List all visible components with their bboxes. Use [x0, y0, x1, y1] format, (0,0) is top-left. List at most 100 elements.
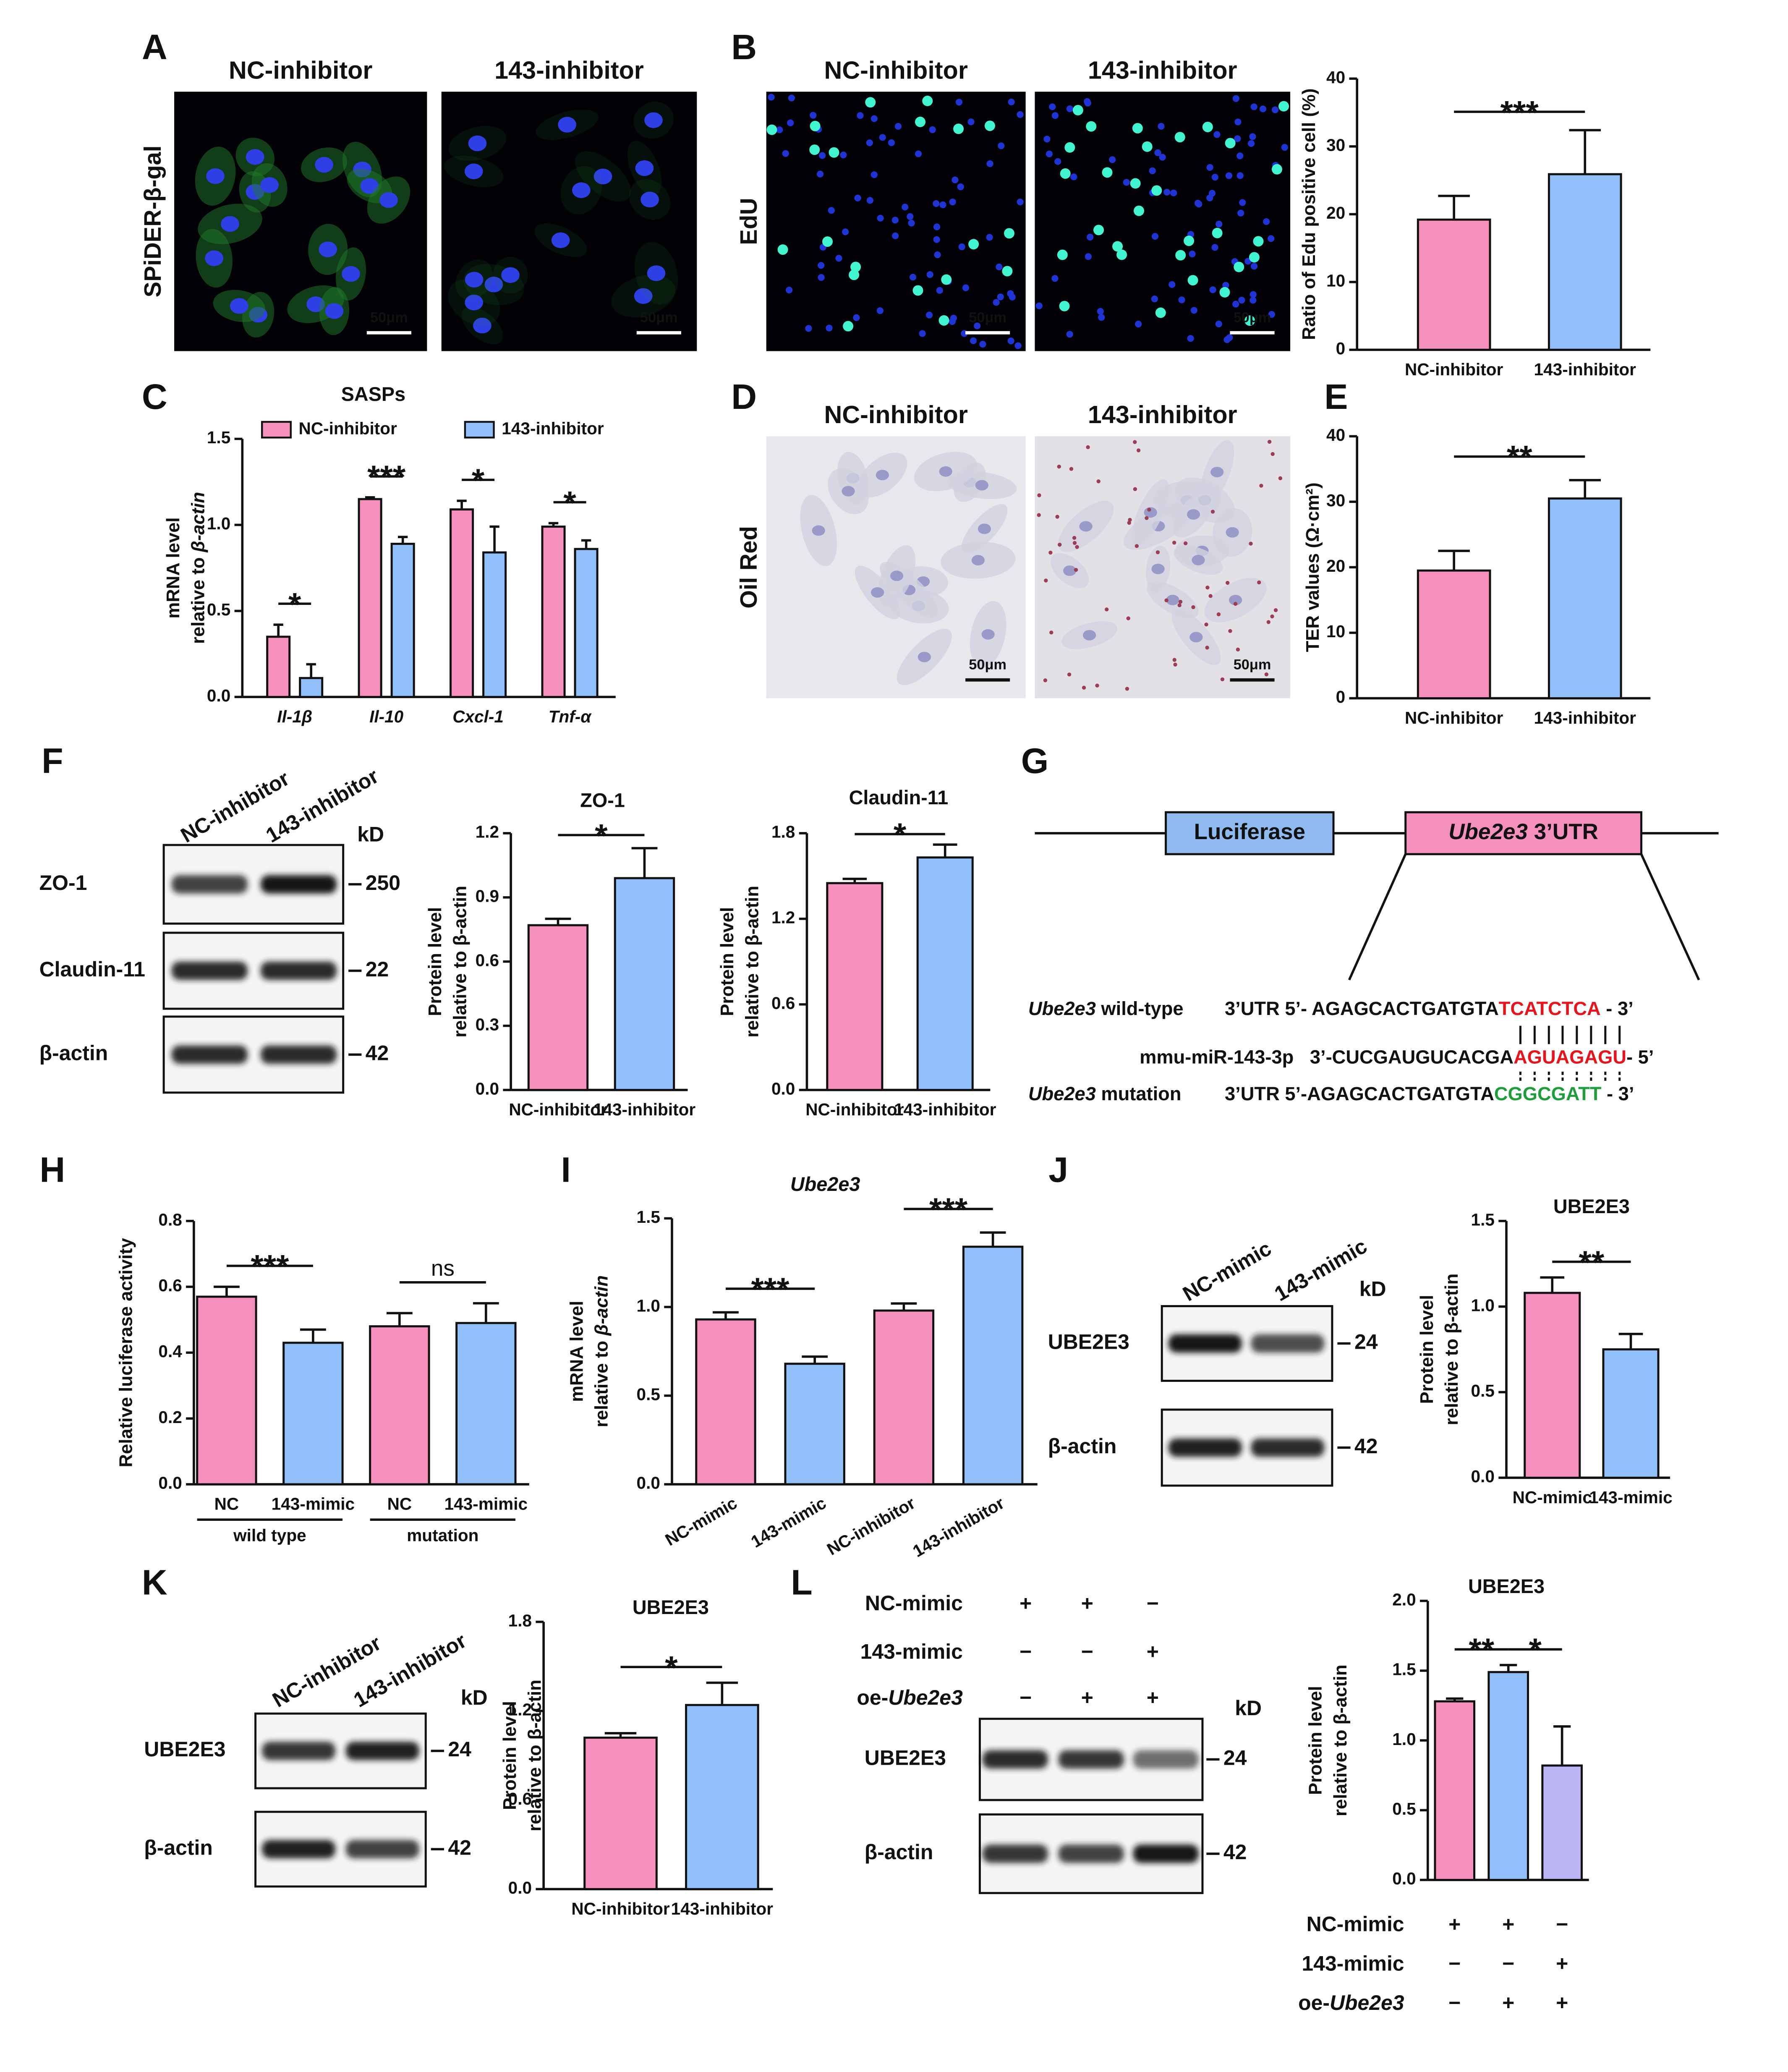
- y-axis-label-part: Protein level: [1305, 1686, 1325, 1795]
- bar: [1548, 173, 1622, 351]
- nucleus: [1163, 188, 1171, 196]
- y-tick-label: 40: [1326, 425, 1345, 445]
- nucleus: [1213, 131, 1221, 138]
- nucleus: [786, 286, 793, 294]
- stain-label: SPiDER-β-gal: [139, 145, 166, 297]
- blot-band: [262, 1840, 335, 1858]
- nucleus: [939, 466, 952, 477]
- nucleus: [1209, 286, 1216, 293]
- nucleus: [1070, 173, 1077, 181]
- nucleus: [816, 170, 824, 178]
- bar: [282, 1342, 344, 1486]
- nucleus: [1229, 595, 1242, 605]
- nucleus: [205, 250, 224, 266]
- lipid-droplet: [1220, 677, 1225, 682]
- edu-nucleus: [1174, 132, 1185, 143]
- nucleus: [1098, 314, 1105, 321]
- y-tick-label: 0.5: [1392, 1799, 1416, 1818]
- nucleus: [1008, 98, 1015, 106]
- lipid-droplet: [1233, 602, 1238, 606]
- y-tick-label: 30: [1326, 491, 1345, 510]
- nucleus: [551, 232, 570, 249]
- nucleus: [1035, 302, 1043, 309]
- bar: [390, 543, 415, 698]
- blot-band: [1251, 1334, 1325, 1353]
- y-tick-label: 1.5: [1471, 1210, 1495, 1229]
- bar: [583, 1737, 658, 1890]
- nucleus: [1066, 331, 1073, 338]
- nucleus: [955, 99, 963, 106]
- nucleus: [787, 119, 794, 126]
- nucleus: [986, 234, 993, 241]
- nucleus: [1158, 123, 1165, 130]
- condition-label: oe-Ube2e3: [857, 1686, 963, 1709]
- sequence: 3’UTR 5’-AGAGCACTGATGTACGGCGATT - 3’: [1225, 1083, 1634, 1104]
- nucleus: [876, 307, 884, 314]
- nucleus: [1149, 167, 1156, 175]
- sequence: 3’UTR 5’- AGAGCACTGATGTATCATCTCA - 3’: [1225, 998, 1634, 1019]
- edu-nucleus: [1130, 178, 1141, 189]
- nucleus: [870, 171, 878, 178]
- y-tick-label: 0.0: [1471, 1467, 1495, 1486]
- y-tick-label: 10: [1326, 622, 1345, 641]
- lipid-droplet: [1082, 685, 1086, 690]
- panel-label: F: [42, 741, 63, 781]
- nucleus: [1007, 337, 1014, 345]
- nucleus: [812, 525, 825, 536]
- y-axis-label: relative to β-actin: [1441, 1274, 1462, 1426]
- blot-band: [982, 1750, 1048, 1769]
- nucleus: [929, 126, 936, 133]
- blot-band: [1133, 1750, 1199, 1769]
- condition-label-part: oe-: [857, 1686, 888, 1709]
- y-tick-label: 1.2: [508, 1700, 532, 1719]
- nucleus: [1154, 149, 1161, 156]
- x-tick-label: 143-inhibitor: [593, 1100, 696, 1119]
- significance-label: ***: [1500, 94, 1539, 131]
- bar: [1602, 1348, 1660, 1479]
- y-tick-label: 0.9: [476, 887, 499, 906]
- y-tick-label: 1.0: [1392, 1729, 1416, 1749]
- y-axis-label-part: Ratio of Edu positive cell (%): [1298, 88, 1319, 340]
- lipid-droplet: [1178, 599, 1183, 604]
- blot-band: [171, 961, 248, 980]
- condition-mark: +: [1556, 1952, 1568, 1975]
- edu-nucleus: [1184, 235, 1195, 246]
- nucleus: [819, 152, 826, 159]
- nucleus: [1263, 218, 1270, 225]
- y-tick-label: 0.0: [207, 686, 230, 705]
- nucleus: [918, 651, 931, 662]
- lipid-droplet: [1136, 448, 1141, 453]
- y-tick-label: 1.0: [207, 514, 230, 533]
- y-axis-label: relative to β-actin: [591, 1275, 612, 1427]
- nucleus: [894, 123, 902, 130]
- nucleus: [1085, 253, 1092, 260]
- edu-nucleus: [1102, 167, 1113, 178]
- edu-nucleus: [1093, 225, 1104, 235]
- bar: [916, 856, 974, 1091]
- bar: [1487, 1671, 1529, 1881]
- edu-nucleus: [1086, 121, 1097, 132]
- protein-label: β-actin: [144, 1836, 213, 1859]
- lipid-droplet: [1095, 683, 1099, 688]
- significance-label: ***: [929, 1191, 968, 1228]
- y-axis-label-part: mRNA level: [163, 517, 183, 618]
- nucleus: [1170, 189, 1177, 196]
- nucleus: [1216, 220, 1223, 228]
- column-header: 143-inhibitor: [1088, 400, 1237, 429]
- condition-mark: −: [1502, 1952, 1514, 1975]
- significance-label: *: [665, 1649, 678, 1686]
- y-tick-label: 1.0: [1471, 1295, 1495, 1315]
- y-tick-label: 0.0: [508, 1878, 532, 1897]
- lipid-droplet: [1057, 464, 1061, 469]
- micrograph: [441, 92, 697, 351]
- stain-label: Oil Red: [735, 526, 762, 609]
- bar: [695, 1318, 756, 1486]
- y-axis-label-part: TER values (Ω·cm²): [1302, 482, 1323, 652]
- nucleus: [1187, 335, 1194, 342]
- lipid-droplet: [1155, 550, 1160, 555]
- condition-mark: +: [1147, 1686, 1159, 1709]
- sequence-part: - 5’: [1626, 1046, 1654, 1068]
- nucleus: [1249, 133, 1256, 140]
- blot-band: [1251, 1438, 1325, 1457]
- nucleus: [1084, 98, 1091, 105]
